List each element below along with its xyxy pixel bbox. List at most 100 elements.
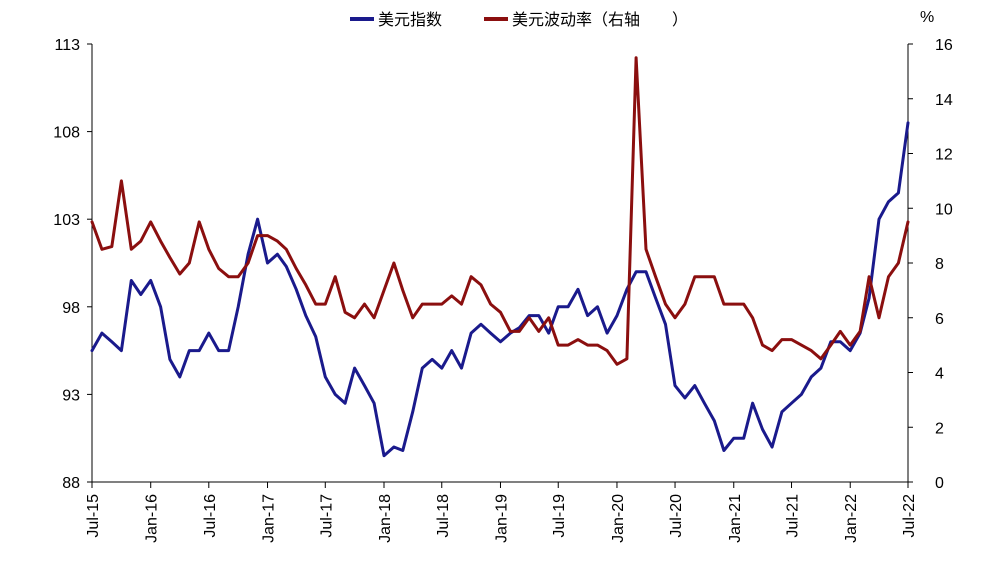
data-point-usd-index [304,314,307,317]
data-point-usd-volatility [615,363,619,366]
data-point-usd-volatility [460,302,463,306]
data-point-usd-volatility [421,302,424,306]
x-tick-label: Jan-19 [493,494,510,543]
data-point-usd-index [770,445,774,449]
data-point-usd-volatility [207,248,210,251]
data-point-usd-index [159,305,162,308]
right-tick-label: 16 [935,37,953,54]
data-point-usd-volatility [120,179,123,183]
data-point-usd-index [334,393,337,396]
left-tick-label: 98 [62,300,80,317]
data-point-usd-index [90,349,94,352]
data-point-usd-index [867,296,871,300]
data-point-usd-volatility [285,248,288,251]
data-point-usd-volatility [198,220,201,224]
right-tick-label: 8 [935,256,944,273]
data-point-usd-volatility [780,338,784,341]
data-point-usd-volatility [237,275,240,278]
data-point-usd-volatility [654,275,657,278]
data-point-usd-index [887,200,890,203]
data-point-usd-index [363,384,366,387]
data-point-usd-index [120,349,123,352]
data-point-usd-index [285,265,288,268]
data-point-usd-volatility [295,267,298,270]
data-point-usd-index [557,305,560,308]
left-tick-label: 93 [62,387,80,404]
data-point-usd-volatility [276,239,279,243]
left-tick-label: 108 [53,125,80,142]
data-point-usd-volatility [644,248,648,251]
data-point-usd-index [761,428,764,431]
data-point-usd-volatility [819,357,823,360]
data-point-usd-volatility [489,302,492,306]
data-point-usd-index [314,335,317,338]
right-tick-label: 12 [935,147,953,164]
data-point-usd-volatility [537,330,540,333]
x-tick-label: Jul-16 [202,494,219,538]
left-tick-label: 113 [54,37,80,54]
x-tick-label: Jul-20 [668,494,685,538]
data-point-usd-volatility [566,343,570,347]
data-point-usd-index [800,393,803,396]
data-point-usd-index [528,314,531,317]
data-point-usd-index [693,384,696,387]
x-tick-label: Jan-21 [727,494,744,543]
series-line-usd-index [90,121,910,458]
data-point-usd-index [489,331,492,335]
data-point-usd-volatility [839,330,842,333]
data-point-usd-volatility [392,261,396,265]
data-point-usd-volatility [499,311,502,314]
data-point-usd-volatility [810,349,813,352]
data-point-usd-volatility [877,316,881,319]
data-point-usd-index [343,402,347,405]
data-point-usd-index [634,270,638,273]
x-tick-label: Jan-17 [261,494,278,543]
data-point-usd-index [237,305,240,308]
data-point-usd-volatility [509,330,512,333]
data-point-usd-index [324,375,327,379]
data-point-usd-index [178,375,181,379]
data-point-usd-index [742,437,745,440]
data-point-usd-volatility [761,343,764,347]
data-point-usd-index [615,314,619,317]
data-point-usd-volatility [528,316,531,319]
data-point-usd-volatility [849,343,852,347]
data-point-usd-index [198,349,201,352]
data-point-usd-index [460,366,463,370]
data-point-usd-index [683,396,687,400]
data-point-usd-index [877,218,881,221]
data-point-usd-index [664,323,667,326]
data-point-usd-index [188,349,191,352]
series-line-usd-volatility [90,56,910,366]
data-point-usd-volatility [557,343,560,347]
data-point-usd-volatility [867,275,871,278]
data-point-usd-index [751,402,754,405]
right-axis-unit: % [920,9,934,26]
data-point-usd-index [295,288,298,291]
series-layer [90,56,910,458]
data-point-usd-volatility [518,330,521,333]
data-point-usd-volatility [751,316,754,319]
data-point-usd-index [256,218,259,221]
data-point-usd-index [713,419,716,422]
data-point-usd-index [100,331,104,335]
data-point-usd-volatility [634,56,638,59]
data-point-usd-index [906,121,910,125]
legend: 美元指数 美元波动率（右轴 ） [350,10,688,29]
data-point-usd-volatility [343,311,347,314]
data-point-usd-volatility [673,316,677,319]
data-point-usd-volatility [431,302,434,306]
data-point-usd-index [703,402,706,405]
data-point-usd-index [673,384,677,387]
data-point-usd-volatility [149,220,152,224]
x-tick-label: Jan-18 [377,494,394,543]
data-point-usd-volatility [304,283,307,287]
data-point-usd-volatility [130,248,133,251]
data-point-usd-volatility [605,349,609,352]
data-point-usd-volatility [334,275,337,278]
legend-label-usd-volatility: 美元波动率（右轴 [512,10,640,29]
data-point-usd-volatility [227,275,230,278]
data-point-usd-index [168,358,172,361]
x-tick-label: Jul-22 [901,494,918,538]
